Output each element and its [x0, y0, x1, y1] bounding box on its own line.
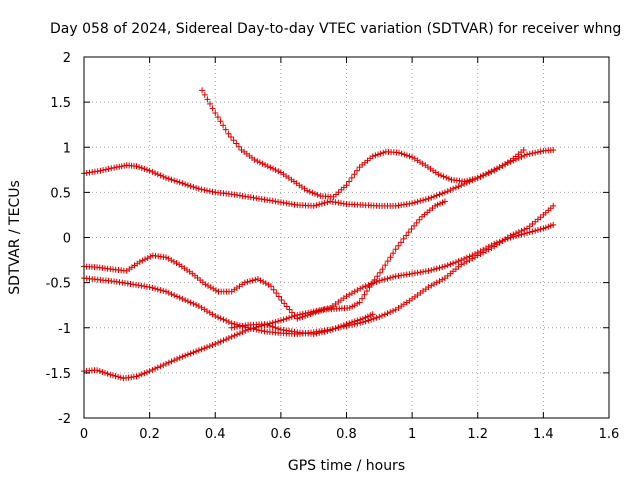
series-layer: [81, 87, 557, 382]
series-satellite-f: [228, 311, 376, 338]
y-tick-label: 1: [63, 141, 71, 156]
x-tick-label: 0.4: [205, 427, 226, 442]
data-point-markers: [81, 221, 557, 382]
x-tick-label: 0.8: [336, 427, 357, 442]
data-point-markers: [81, 147, 557, 209]
x-tick-label: 0: [80, 427, 88, 442]
x-axis-title: GPS time / hours: [288, 458, 405, 474]
x-tick-label: 1.2: [467, 427, 488, 442]
data-point-markers: [81, 198, 448, 322]
x-tick-label: 1.4: [533, 427, 554, 442]
x-tick-label: 1: [408, 427, 416, 442]
x-tick-label: 0.6: [271, 427, 292, 442]
y-axis-title: SDTVAR / TECUs: [7, 180, 23, 295]
y-tick-label: 0.5: [50, 186, 71, 201]
y-tick-label: -1: [58, 322, 71, 337]
x-tick-label: 0.2: [139, 427, 160, 442]
series-satellite-c: [81, 198, 448, 322]
ticks: 0 0.2 0.4 0.6 0.8 1 1.2 1.4 1.6 -2 -1.5 -1 -0.5 0 0.5 1…: [46, 51, 620, 442]
series-satellite-a: [81, 147, 557, 209]
chart-title: Day 058 of 2024, Sidereal Day-to-day VTE…: [50, 21, 621, 37]
y-tick-label: 0: [63, 232, 71, 247]
y-tick-label: 1.5: [50, 96, 71, 111]
data-point-markers: [81, 202, 557, 338]
y-tick-label: -1.5: [46, 367, 71, 382]
series-satellite-e: [81, 221, 557, 382]
y-tick-label: -0.5: [46, 277, 71, 292]
y-tick-label: -2: [58, 412, 71, 427]
series-satellite-d: [81, 202, 557, 338]
y-tick-label: 2: [63, 51, 71, 66]
data-point-markers: [228, 311, 376, 338]
grid: [84, 57, 609, 418]
x-tick-label: 1.6: [599, 427, 620, 442]
data-point-markers: [199, 87, 527, 200]
series-satellite-b: [199, 87, 527, 200]
